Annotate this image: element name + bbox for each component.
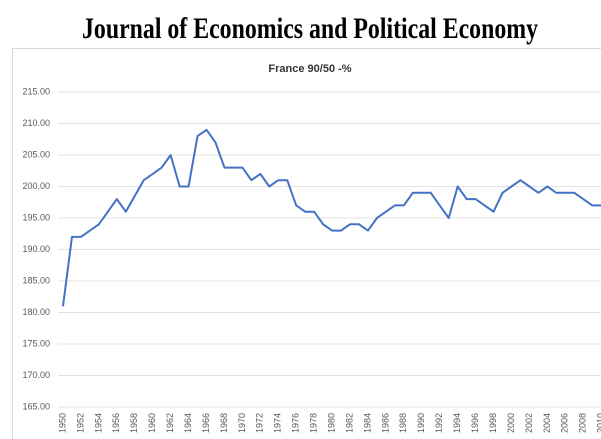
y-tick-label: 180.00 — [22, 307, 50, 317]
x-tick-label: 2002 — [524, 413, 534, 433]
y-tick-label: 200.00 — [22, 181, 50, 191]
x-tick-label: 1956 — [111, 413, 121, 433]
x-tick-label: 1968 — [219, 413, 229, 433]
x-tick-label: 1952 — [75, 413, 85, 433]
y-tick-label: 215.00 — [22, 86, 50, 96]
x-tick-label: 1996 — [470, 413, 480, 433]
x-tick-label: 2010 — [596, 413, 601, 433]
x-tick-label: 1990 — [416, 413, 426, 433]
x-tick-label: 1974 — [273, 413, 283, 433]
x-tick-label: 1954 — [93, 413, 103, 433]
x-tick-label: 1950 — [57, 413, 67, 433]
x-tick-label: 1994 — [452, 413, 462, 433]
x-tick-label: 1958 — [129, 413, 139, 433]
x-tick-label: 1986 — [380, 413, 390, 433]
y-tick-label: 185.00 — [22, 275, 50, 285]
x-tick-label: 1980 — [326, 413, 336, 433]
y-tick-label: 210.00 — [22, 118, 50, 128]
line-series — [62, 128, 601, 307]
x-tick-label: 1970 — [237, 413, 247, 433]
x-tick-label: 1992 — [434, 413, 444, 433]
y-tick-label: 205.00 — [22, 149, 50, 159]
x-tick-label: 1984 — [362, 413, 372, 433]
x-tick-label: 1962 — [165, 413, 175, 433]
chart-title: France 90/50 -% — [268, 63, 351, 75]
x-tick-label: 2000 — [506, 413, 516, 433]
y-tick-label: 175.00 — [22, 338, 50, 348]
x-tick-label: 2004 — [542, 413, 552, 433]
y-tick-label: 170.00 — [22, 370, 50, 380]
x-tick-label: 1998 — [488, 413, 498, 433]
x-tick-label: 2006 — [560, 413, 570, 433]
x-tick-label: 1966 — [201, 413, 211, 433]
x-tick-label: 1964 — [183, 413, 193, 433]
x-tick-label: 1982 — [344, 413, 354, 433]
x-tick-label: 1978 — [309, 413, 319, 433]
x-tick-label: 2008 — [578, 413, 588, 433]
chart-frame — [12, 48, 601, 439]
y-tick-label: 195.00 — [22, 212, 50, 222]
x-tick-label: 1972 — [255, 413, 265, 433]
y-tick-label: 165.00 — [22, 401, 50, 411]
x-tick-label: 1976 — [291, 413, 301, 433]
x-tick-label: 1960 — [147, 413, 157, 433]
journal-title: Journal of Economics and Political Econo… — [82, 12, 538, 45]
x-tick-label: 1988 — [398, 413, 408, 433]
y-tick-label: 190.00 — [22, 244, 50, 254]
